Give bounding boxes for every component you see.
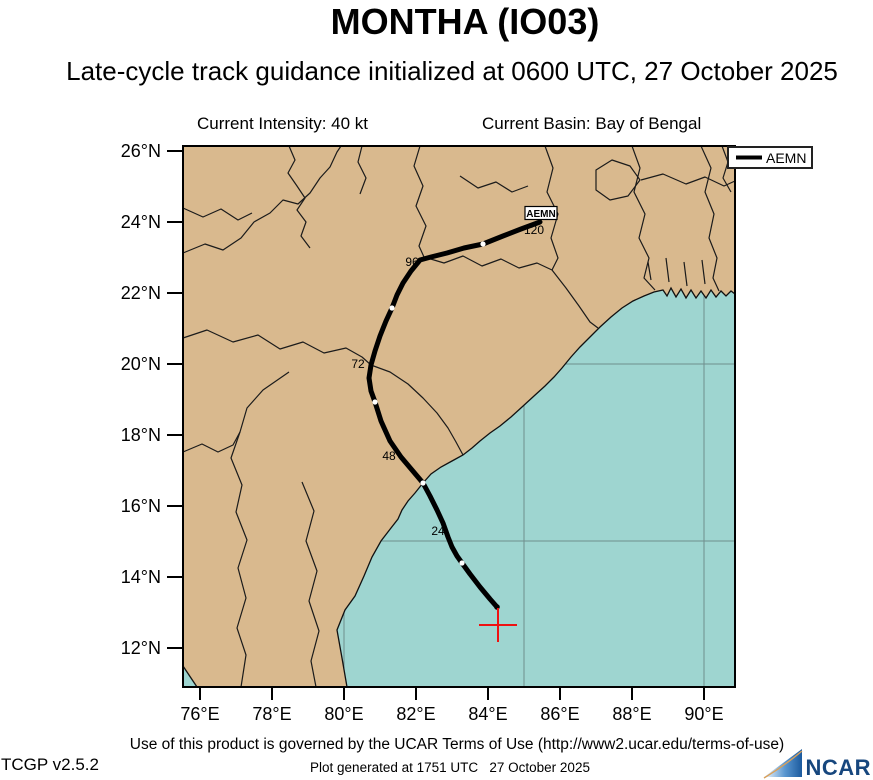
track-12h-marker [420,480,426,486]
legend-box [727,146,813,169]
lon-tick-label: 88°E [612,704,651,724]
lon-tick-label: 84°E [468,704,507,724]
current-basin-label: Current Basin: Bay of Bengal [482,114,702,133]
lat-tick-label: 14°N [121,567,161,587]
lon-tick-label: 78°E [252,704,291,724]
lat-tick-label: 18°N [121,425,161,445]
track-hour-label: 72 [351,357,365,371]
track-12h-marker [480,241,486,247]
lon-tick-label: 90°E [684,704,723,724]
track-hour-label: 48 [382,449,396,463]
aemn-track-line [366,219,543,610]
ncar-logo: NCAR [762,743,871,779]
tcgp-version-label: TCGP v2.5.2 [1,755,99,774]
lat-tick-label: 24°N [121,212,161,232]
current-intensity-label: Current Intensity: 40 kt [197,114,369,133]
map-frame [182,145,736,688]
lat-tick-label: 26°N [121,141,161,161]
page-title: MONTHA (IO03) [330,1,600,42]
track-12h-marker [389,305,395,311]
lon-tick-label: 76°E [180,704,219,724]
legend: AEMN [727,146,813,169]
ncar-swoosh-icon [764,749,803,779]
coastline [182,286,736,688]
track-12h-marker [459,560,465,566]
political-boundaries [182,145,736,688]
legend-model-label: AEMN [766,150,806,166]
plot-generated-text: Plot generated at 1751 UTC 27 October 20… [310,760,590,775]
axes: 26°N 24°N 22°N 20°N 18°N 16°N 14°N 12°N 76°E 78°E… [121,141,724,724]
lon-tick-label: 80°E [324,704,363,724]
track-hour-label: 24 [431,524,445,538]
track-hour-label: 120 [524,223,544,237]
lat-tick-label: 12°N [121,638,161,658]
lat-tick-label: 16°N [121,496,161,516]
ncar-logo-text: NCAR [805,755,871,780]
terms-of-use-text: Use of this product is governed by the U… [129,736,785,753]
lat-tick-label: 22°N [121,283,161,303]
track-12h-marker [372,399,378,405]
track-model-label-box [524,205,558,221]
track-model-label: AEMN [526,209,555,220]
lat-tick-label: 20°N [121,354,161,374]
lon-tick-label: 82°E [396,704,435,724]
lon-tick-label: 86°E [540,704,579,724]
page-subtitle: Late-cycle track guidance initialized at… [66,56,838,86]
